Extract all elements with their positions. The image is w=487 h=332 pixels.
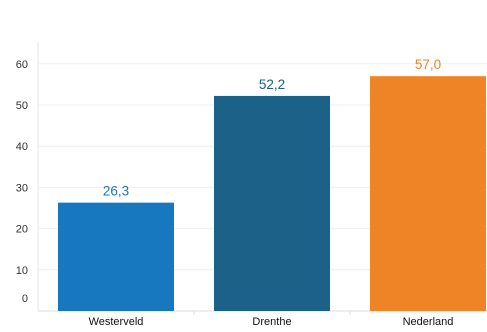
y-tick-label: 20 (16, 224, 28, 236)
x-tick-label: Westerveld (89, 316, 144, 327)
data-label: 26,3 (103, 184, 129, 199)
x-tick-label: Nederland (403, 316, 454, 327)
y-axis-ticks: 0 10 20 30 40 50 60 (16, 59, 28, 305)
y-tick-label: 10 (16, 265, 28, 277)
bar-drenthe (214, 95, 330, 311)
y-tick-label: 50 (16, 100, 28, 112)
data-label: 57,0 (415, 57, 441, 72)
y-tick-label: 30 (16, 182, 28, 194)
bar-westerveld (58, 202, 174, 311)
bars (58, 76, 486, 311)
data-labels: 26,3 52,2 57,0 (103, 57, 441, 198)
y-tick-label: 40 (16, 141, 28, 153)
bar-nederland (370, 76, 486, 311)
y-tick-label: 60 (16, 59, 28, 71)
data-label: 52,2 (259, 77, 285, 92)
x-tick-label: Drenthe (252, 316, 291, 327)
y-tick-label: 0 (22, 293, 28, 305)
x-axis-ticks: Westerveld Drenthe Nederland (89, 311, 454, 328)
